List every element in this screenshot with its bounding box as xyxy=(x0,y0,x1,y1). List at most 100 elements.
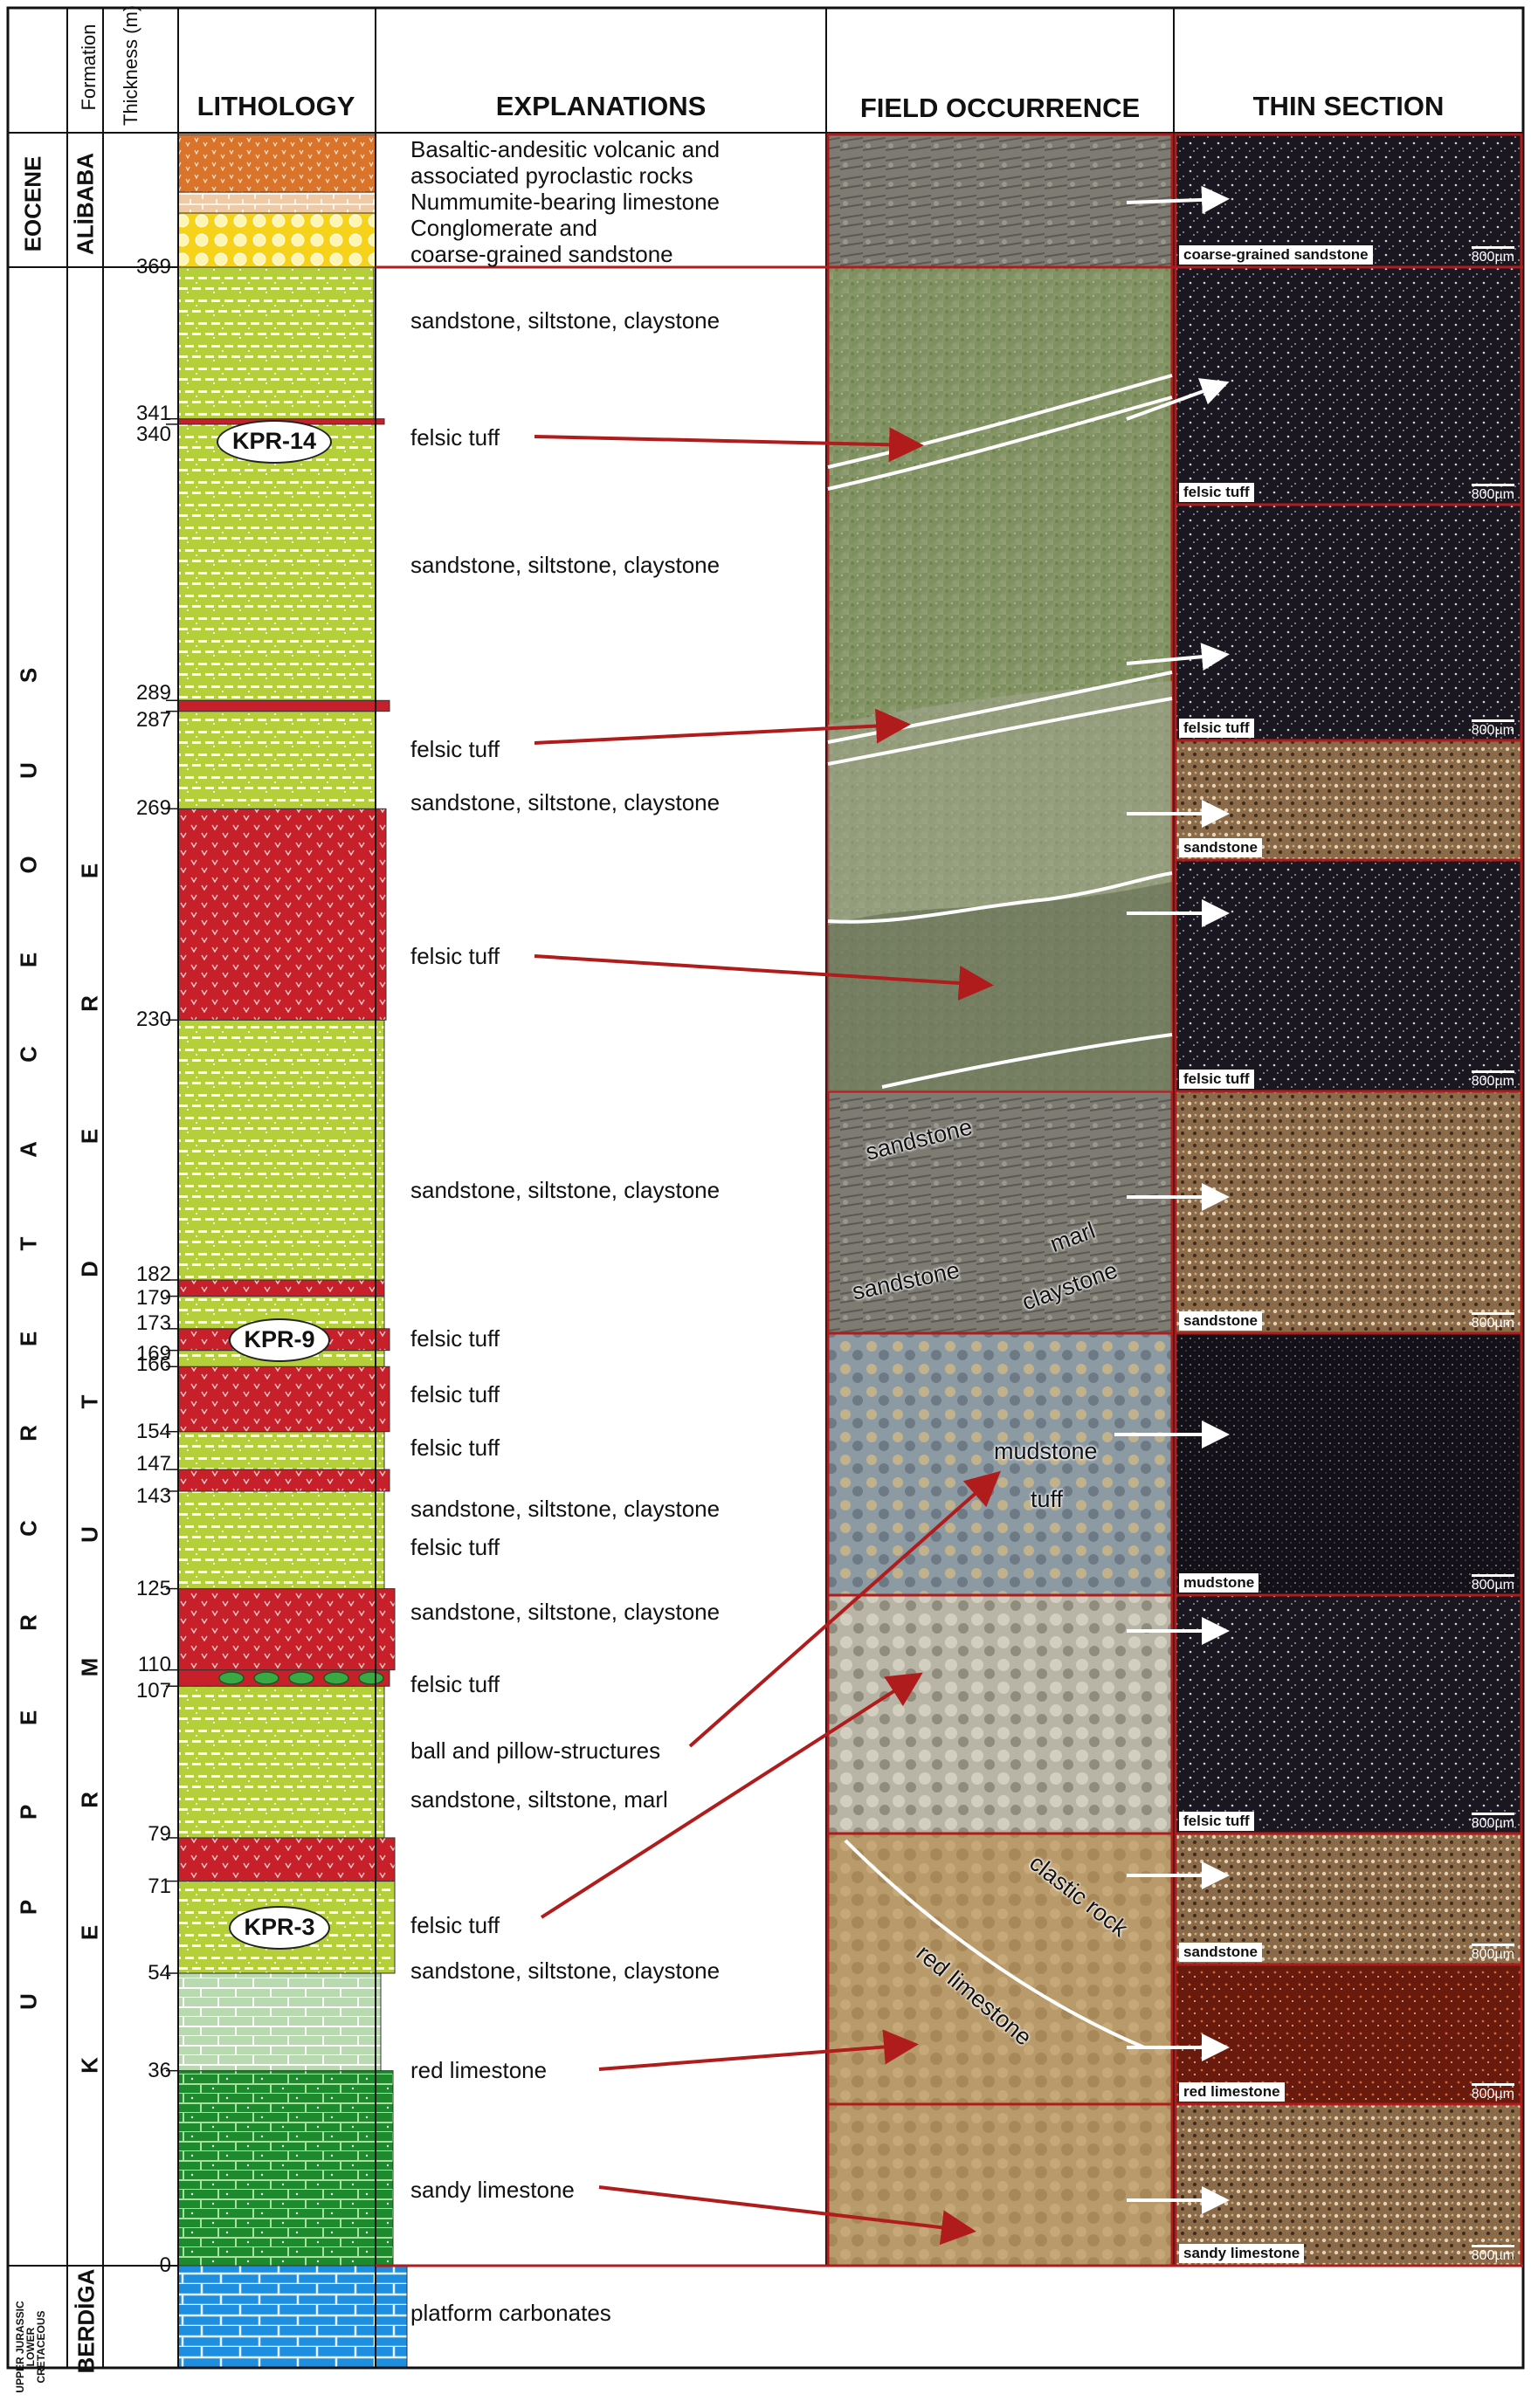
bed-sandy-limestone xyxy=(177,2070,394,2267)
scree-slope xyxy=(828,681,1172,925)
explanation-text: felsic tuff xyxy=(410,1325,500,1352)
bed-ball-pillow xyxy=(177,1669,390,1687)
bed-tuff-110-125 xyxy=(177,1588,396,1671)
explanation-text: felsic tuff xyxy=(410,736,500,762)
explanation-text: sandstone, siltstone, claystone xyxy=(410,1957,721,1984)
explanation-text: sandstone, siltstone, claystone xyxy=(410,789,721,815)
red-arrow-icon xyxy=(540,1672,923,1919)
explanation-text: sandy limestone xyxy=(410,2177,575,2203)
age-letter: R xyxy=(15,1425,42,1441)
age-letter: C xyxy=(15,1519,42,1537)
age-letter: E xyxy=(15,952,42,967)
thin-section-label: mudstone xyxy=(1179,1573,1259,1593)
boundary-line xyxy=(881,1033,1173,1089)
formation-alibaba: ALİBABA xyxy=(72,153,99,255)
explanation-text: Conglomerate and xyxy=(410,215,597,241)
thickness-tick-label: 230 xyxy=(135,1008,171,1032)
sample-badge-kpr3: KPR-3 xyxy=(229,1906,330,1950)
formation-berdiga: BERDİGA xyxy=(72,2268,100,2374)
bed-tuff-287-289 xyxy=(177,699,390,712)
thin-section-label: sandy limestone xyxy=(1179,2244,1305,2263)
age-jurassic-cretaceous: UPPER JURASSIC LOWER CRETACEOUS xyxy=(14,2286,47,2408)
field-occurrence-header: FIELD OCCURRENCE xyxy=(859,93,1141,123)
bed-volcanic xyxy=(177,134,376,193)
thin-section-image-5 xyxy=(1174,1090,1523,1335)
bed-sandstone-269-287 xyxy=(177,711,376,809)
pillow-icon xyxy=(218,1671,245,1685)
thin-section-panel: felsic tuff 800µm xyxy=(1176,505,1521,740)
scale-bar: 800µm xyxy=(1471,719,1515,738)
thickness-tick-label: 289 xyxy=(135,681,171,705)
scale-bar: 800µm xyxy=(1471,1574,1515,1593)
thin-section-label: felsic tuff xyxy=(1179,719,1254,738)
thickness-tick-label: 269 xyxy=(135,796,171,821)
formation-letter: E xyxy=(76,1924,103,1941)
age-letter: U xyxy=(15,1993,42,2010)
formation-letter: U xyxy=(76,1526,103,1543)
boundary-line xyxy=(827,374,1173,469)
age-letter: O xyxy=(15,856,42,874)
thickness-tick-label: 166 xyxy=(135,1352,171,1377)
formation-letter: K xyxy=(76,2057,103,2074)
thickness-tick-label: 369 xyxy=(135,255,171,279)
explanation-text: ball and pillow-structures xyxy=(410,1737,661,1764)
thin-section-label: felsic tuff xyxy=(1179,1070,1254,1089)
bed-platform-carbonates xyxy=(177,2265,408,2369)
thin-section-image-0 xyxy=(1174,133,1523,269)
field-photo-4 xyxy=(826,1331,1174,1597)
bed-tuff-230-269 xyxy=(177,808,387,1021)
thin-section-panel: red limestone 800µm xyxy=(1176,1964,1521,2104)
field-photo-7 xyxy=(826,2102,1174,2267)
explanation-text: felsic tuff xyxy=(410,424,500,451)
thin-section-panel: sandstone 800µm xyxy=(1176,1834,1521,1964)
thin-section-label: coarse-grained sandstone xyxy=(1179,245,1373,265)
boundary-line xyxy=(827,671,1173,744)
scale-bar: 800µm xyxy=(1471,1813,1515,1831)
white-arrow-icon xyxy=(1126,185,1230,214)
sample-badge-kpr14: KPR-14 xyxy=(217,420,332,464)
explanation-text: sandstone, siltstone, claystone xyxy=(410,1177,721,1203)
thin-section-image-7 xyxy=(1174,1593,1523,1835)
bed-sandstone-147-154 xyxy=(177,1431,385,1470)
cliff-shadow xyxy=(828,882,1172,1091)
pillow-icon xyxy=(288,1671,314,1685)
field-photo-3 xyxy=(826,1090,1174,1335)
age-letter: A xyxy=(15,1140,42,1158)
explanation-text: felsic tuff xyxy=(410,1534,500,1560)
thickness-tick-label: 341 xyxy=(135,401,171,425)
age-letter: E xyxy=(15,1331,42,1346)
thin-section-panel: mudstone 800µm xyxy=(1176,1333,1521,1595)
white-arrow-icon xyxy=(1126,643,1230,671)
bed-tuff-179-182 xyxy=(177,1279,385,1297)
thin-section-label: felsic tuff xyxy=(1179,1812,1254,1831)
bed-tuff-143-147 xyxy=(177,1469,390,1492)
pillow-icon xyxy=(358,1671,384,1685)
pillow-icon xyxy=(253,1671,279,1685)
thickness-tick-label: 110 xyxy=(137,1652,171,1676)
thickness-tick-label: 169 xyxy=(135,1341,171,1366)
boundary-line xyxy=(827,697,1173,766)
thin-section-panel: sandstone 800µm xyxy=(1176,1091,1521,1333)
explanation-text: Basaltic-andesitic volcanic and xyxy=(410,136,721,162)
bed-sandstone-125-143 xyxy=(177,1490,385,1590)
bed-sandstone-182-230 xyxy=(177,1019,385,1281)
thin-section-image-6 xyxy=(1174,1331,1523,1597)
thin-section-image-10 xyxy=(1174,2102,1523,2267)
age-letter: S xyxy=(15,667,42,684)
explanation-text: sandstone, siltstone, claystone xyxy=(410,552,721,578)
thin-section-panel: felsic tuff 800µm xyxy=(1176,1595,1521,1834)
thin-section-image-4 xyxy=(1174,858,1523,1093)
bed-conglomerate xyxy=(177,212,376,268)
red-arrow-icon xyxy=(534,427,924,463)
pillow-icon xyxy=(323,1671,349,1685)
bed-sandstone-289-340 xyxy=(177,423,376,701)
thickness-tick-label: 287 xyxy=(135,707,171,732)
field-label-mudstone: mudstone xyxy=(994,1438,1098,1464)
age-jurassic-line3: CRETACEOUS xyxy=(35,2310,47,2384)
thickness-tick-label: 0 xyxy=(159,2253,171,2277)
thickness-tick-label: 179 xyxy=(135,1285,171,1310)
thin-section-image-2 xyxy=(1174,503,1523,742)
red-arrow-icon xyxy=(598,2029,919,2071)
